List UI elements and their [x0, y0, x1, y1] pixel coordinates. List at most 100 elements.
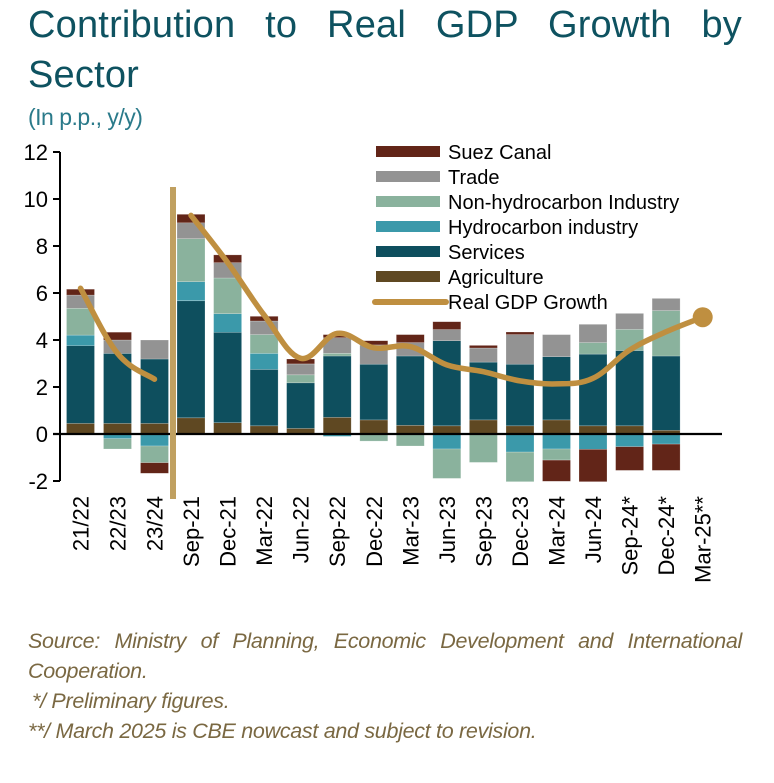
y-tick-label: 10 [24, 187, 48, 212]
bar-segment-non-hydrocarbon-industry-jun-22 [286, 374, 315, 384]
bar-segment-agriculture-mar-24 [542, 419, 571, 435]
bar-segment-hydrocarbon-industry-dec-21 [213, 313, 242, 333]
bar-segment-non-hydrocarbon-industry-21-22 [66, 307, 95, 336]
bar-segment-services-sep-22 [322, 355, 352, 418]
x-tick-label-jun-23: Jun-23 [435, 496, 460, 563]
lines-group [77, 212, 713, 387]
x-tick-label-mar-23: Mar-23 [398, 496, 423, 566]
gdp-line-quarterly [188, 212, 706, 387]
bar-segment-non-hydrocarbon-industry-sep-22 [322, 353, 352, 357]
x-tick-label-23-24: 23/24 [143, 496, 168, 551]
y-tick-label: 8 [36, 234, 48, 259]
y-tick-label: -2 [28, 469, 48, 494]
legend-label-trade: Trade [448, 167, 500, 189]
bar-segment-non-hydrocarbon-industry-23-24 [140, 445, 169, 464]
bar-segment-services-21-22 [66, 345, 95, 424]
bar-segment-suez-canal-23-24 [140, 462, 169, 474]
bar-segment-trade-sep-24 [615, 313, 644, 330]
legend-swatch-suez-canal [376, 146, 440, 157]
bar-segment-agriculture-dec-22 [359, 419, 389, 435]
bar-segment-hydrocarbon-industry-jun-23 [432, 433, 462, 450]
chart-title: Contribution to Real GDP Growth by Secto… [28, 0, 742, 100]
x-tick-label-dec-24: Dec-24* [654, 496, 679, 576]
bar-segment-trade-sep-23 [469, 347, 498, 363]
bar-segment-hydrocarbon-industry-dec-23 [505, 433, 535, 453]
bar-segment-services-dec-24 [651, 355, 681, 431]
y-tick-label: 4 [36, 328, 48, 353]
bar-segment-services-mar-22 [249, 369, 279, 427]
bar-segment-agriculture-jun-24 [578, 425, 608, 435]
bar-segment-non-hydrocarbon-industry-jun-24 [578, 342, 608, 355]
chart-subtitle: (In p.p., y/y) [28, 104, 143, 130]
bar-segment-hydrocarbon-industry-jun-24 [578, 433, 608, 450]
legend-label-suez-canal: Suez Canal [448, 142, 551, 164]
x-tick-label-dec-21: Dec-21 [216, 496, 241, 567]
bar-segment-suez-canal-sep-24 [615, 446, 644, 471]
legend-label-services: Services [448, 242, 525, 264]
bar-segment-trade-23-24 [140, 339, 169, 360]
bar-segment-non-hydrocarbon-industry-mar-23 [395, 433, 425, 447]
y-tick-label: 2 [36, 375, 48, 400]
bar-segment-trade-mar-24 [542, 334, 571, 358]
chart-area: 21/22 22/23 23/24 Sep-21 Dec-21 Mar-22 Jun-22 S… [24, 140, 722, 583]
bar-segment-services-dec-23 [505, 363, 535, 427]
footnote-preliminary: */ Preliminary figures. [32, 689, 230, 713]
x-tick-label-mar-25: Mar-25** [691, 496, 716, 583]
bar-segment-suez-canal-mar-23 [395, 334, 425, 343]
legend-swatch-trade [376, 171, 440, 182]
x-tick-label-jun-22: Jun-22 [289, 496, 314, 563]
x-tick-labels: 21/22 22/23 23/24 Sep-21 Dec-21 Mar-22 Jun-22 S… [69, 496, 716, 583]
bar-segment-agriculture-23-24 [140, 423, 169, 435]
gdp-endpoint-marker [692, 307, 713, 328]
bar-segment-hydrocarbon-industry-mar-24 [542, 433, 571, 450]
annual-quarterly-separator [170, 187, 176, 499]
bar-segment-hydrocarbon-industry-sep-24 [615, 433, 644, 447]
bar-segment-non-hydrocarbon-industry-mar-24 [542, 448, 571, 461]
bar-segment-services-sep-21 [176, 300, 206, 419]
bar-segment-non-hydrocarbon-industry-mar-22 [249, 334, 279, 354]
bar-segment-non-hydrocarbon-industry-sep-21 [176, 238, 206, 282]
footnote-nowcast: **/ March 2025 is CBE nowcast and subjec… [28, 719, 537, 743]
bar-segment-suez-canal-sep-23 [469, 345, 498, 349]
bar-segment-agriculture-22-23 [103, 423, 132, 435]
bar-segment-agriculture-dec-23 [505, 425, 535, 435]
legend: Suez Canal Trade Non-hydrocarbon Industry H… [372, 142, 679, 314]
bar-segment-hydrocarbon-industry-mar-22 [249, 353, 279, 370]
bar-segment-services-jun-23 [432, 340, 462, 427]
bar-segment-services-jun-24 [578, 353, 608, 427]
bar-segment-trade-jun-23 [432, 329, 462, 341]
bar-segment-hydrocarbon-industry-dec-24 [651, 433, 681, 445]
bar-segment-trade-dec-24 [651, 298, 681, 311]
bar-segment-services-mar-24 [542, 356, 571, 421]
bar-segment-non-hydrocarbon-industry-dec-21 [213, 277, 242, 315]
gdp-line-annual [77, 285, 158, 382]
bar-segment-services-dec-22 [359, 363, 389, 421]
legend-label-real-gdp-growth: Real GDP Growth [448, 292, 608, 314]
bar-segment-non-hydrocarbon-industry-jun-23 [432, 448, 462, 479]
bar-segment-agriculture-jun-23 [432, 425, 462, 435]
bar-segment-services-23-24 [140, 358, 169, 424]
chart-notes: Source: Ministry of Planning, Economic D… [28, 626, 742, 746]
bar-segment-suez-canal-dec-23 [505, 331, 535, 335]
bar-segment-services-dec-21 [213, 331, 242, 424]
x-tick-label-sep-24: Sep-24* [618, 496, 643, 576]
chart-title-line2: Sector [28, 54, 140, 96]
bar-segment-services-jun-22 [286, 382, 315, 429]
bar-segment-agriculture-sep-22 [322, 416, 352, 435]
x-tick-label-sep-22: Sep-22 [325, 496, 350, 567]
bar-segment-agriculture-mar-22 [249, 425, 279, 435]
y-tick-label: 12 [24, 140, 48, 165]
legend-swatch-agriculture [376, 271, 440, 282]
bar-segment-non-hydrocarbon-industry-dec-23 [505, 451, 535, 483]
source-note: Source: Ministry of Planning, Economic D… [28, 629, 742, 683]
bar-segment-services-mar-23 [395, 355, 425, 426]
bar-segment-suez-canal-jun-24 [578, 448, 608, 482]
legend-swatch-hydrocarbon-industry [376, 221, 440, 232]
bar-segment-suez-canal-dec-24 [651, 443, 681, 471]
legend-swatch-non-hydrocarbon-industry [376, 196, 440, 207]
bar-segment-trade-jun-24 [578, 323, 608, 343]
x-tick-label-sep-23: Sep-23 [471, 496, 496, 567]
bar-segment-suez-canal-jun-23 [432, 321, 462, 330]
bars-group [66, 214, 681, 483]
bar-segment-non-hydrocarbon-industry-sep-23 [469, 433, 498, 463]
